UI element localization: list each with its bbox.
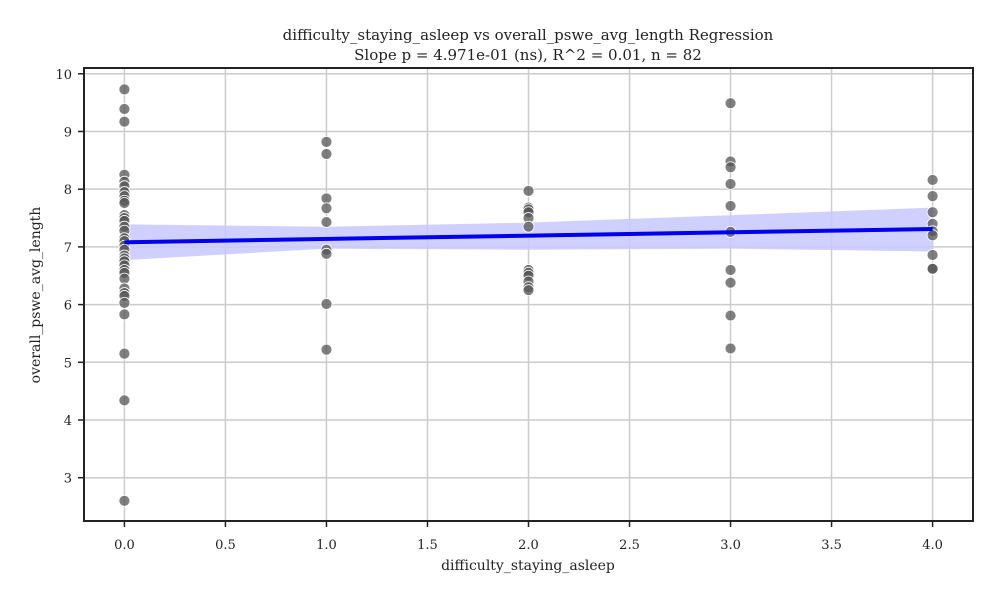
data-point bbox=[320, 148, 333, 160]
data-point bbox=[320, 216, 333, 228]
data-point bbox=[118, 394, 131, 407]
data-point bbox=[320, 247, 333, 260]
y-tick-label: 4 bbox=[64, 414, 72, 429]
data-point bbox=[118, 308, 131, 321]
data-point bbox=[724, 276, 737, 289]
data-point bbox=[926, 190, 939, 203]
data-point bbox=[926, 249, 939, 261]
data-point bbox=[522, 220, 535, 233]
data-point bbox=[118, 115, 131, 128]
data-point bbox=[724, 309, 737, 322]
data-point bbox=[118, 347, 131, 360]
y-tick-label: 9 bbox=[64, 125, 72, 140]
data-point bbox=[926, 206, 939, 219]
data-point bbox=[118, 296, 131, 309]
x-axis-label: difficulty_staying_asleep bbox=[441, 558, 615, 574]
y-axis-label: overall_pswe_avg_length bbox=[28, 207, 44, 384]
data-point bbox=[320, 192, 333, 205]
data-point bbox=[926, 174, 939, 186]
data-point bbox=[320, 135, 333, 148]
x-tick-label: 3.5 bbox=[821, 538, 842, 553]
x-tick-label: 3.0 bbox=[720, 538, 741, 553]
y-axis-ticks: 3 4 5 6 7 8 9 10 bbox=[55, 68, 84, 487]
data-point bbox=[320, 343, 333, 356]
data-point bbox=[724, 161, 737, 174]
data-point bbox=[522, 185, 535, 197]
scatter-points bbox=[118, 83, 939, 507]
x-tick-label: 1.0 bbox=[316, 538, 337, 553]
y-tick-label: 8 bbox=[64, 183, 72, 198]
data-point bbox=[724, 200, 737, 212]
data-point bbox=[522, 284, 535, 297]
data-point bbox=[724, 178, 737, 190]
x-tick-label: 2.0 bbox=[518, 538, 539, 553]
data-point bbox=[320, 202, 333, 215]
x-tick-label: 1.5 bbox=[417, 538, 438, 553]
data-point bbox=[118, 494, 131, 507]
data-point bbox=[926, 229, 939, 242]
regression-line-group bbox=[124, 227, 933, 245]
data-point bbox=[724, 342, 737, 355]
data-point bbox=[118, 197, 131, 209]
chart-title: difficulty_staying_asleep vs overall_psw… bbox=[283, 26, 774, 44]
x-tick-label: 0.5 bbox=[215, 538, 236, 553]
x-tick-label: 0.0 bbox=[114, 538, 135, 553]
y-tick-label: 3 bbox=[64, 472, 72, 487]
y-tick-label: 5 bbox=[64, 356, 72, 371]
data-point bbox=[926, 262, 939, 275]
data-point bbox=[320, 298, 333, 310]
x-tick-label: 4.0 bbox=[922, 538, 943, 553]
data-point bbox=[118, 103, 131, 115]
y-tick-label: 6 bbox=[64, 299, 72, 314]
y-tick-label: 7 bbox=[64, 241, 72, 256]
data-point bbox=[118, 272, 131, 285]
data-point bbox=[724, 97, 737, 110]
x-tick-label: 2.5 bbox=[619, 538, 640, 553]
data-point bbox=[118, 83, 131, 96]
x-axis-ticks: 0.0 0.5 1.0 1.5 2.0 2.5 3.0 3.5 4.0 bbox=[114, 521, 943, 553]
chart-subtitle: Slope p = 4.971e-01 (ns), R^2 = 0.01, n … bbox=[354, 46, 702, 64]
y-tick-label: 10 bbox=[55, 68, 72, 83]
data-point bbox=[724, 264, 737, 276]
regression-line bbox=[124, 227, 933, 245]
